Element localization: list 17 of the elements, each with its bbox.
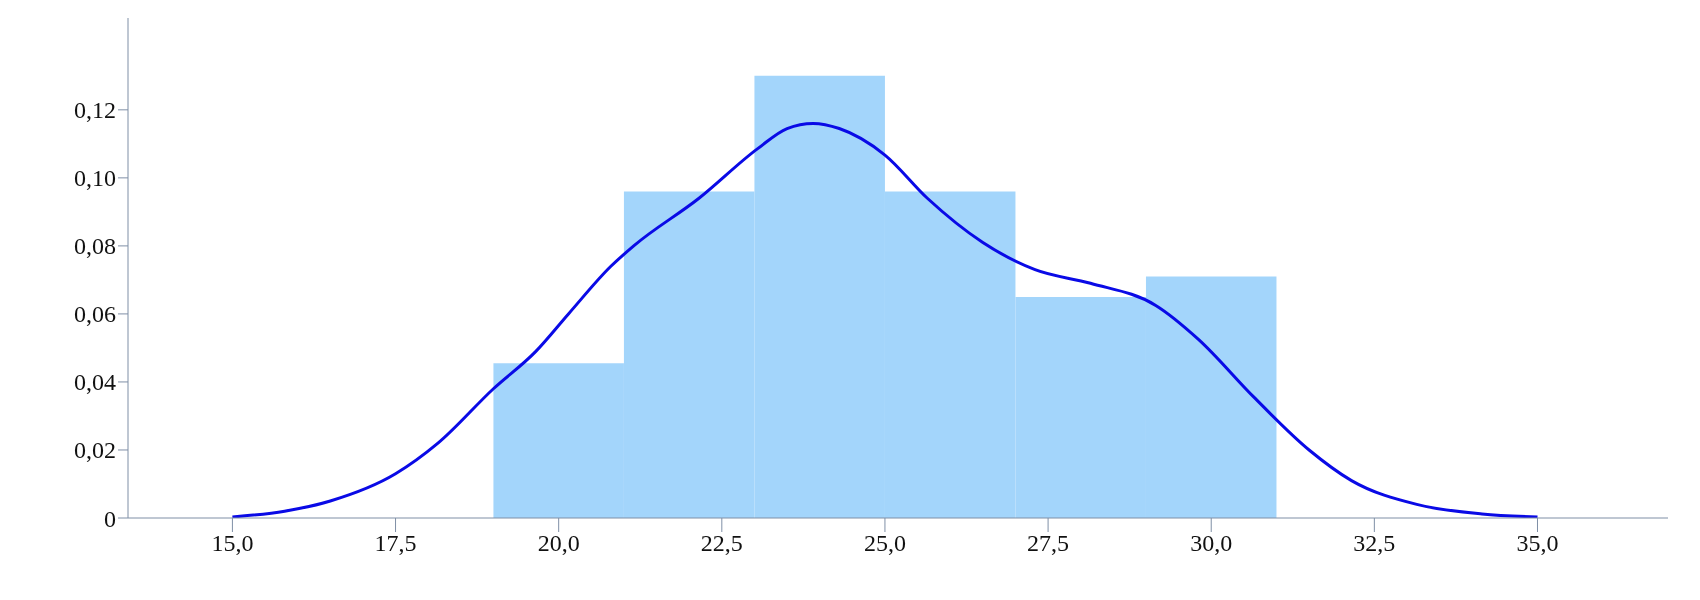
line-series [230,121,1539,518]
x-tick-label: 32,5 [1353,530,1396,557]
y-tick-label: 0,12 [74,97,116,124]
y-tick-label: 0,02 [74,437,116,464]
y-tick-label: 0 [104,505,116,532]
y-tick-label: 0,04 [74,369,116,396]
x-tick-label: 27,5 [1027,530,1070,557]
y-tick-label: 0,06 [74,301,116,328]
y-tick-label: 0,10 [74,165,116,192]
x-tick-label: 35,0 [1516,530,1559,557]
x-tick-label: 25,0 [863,530,906,557]
x-tick-label: 20,0 [537,530,580,557]
x-tick-label: 15,0 [211,530,254,557]
x-tick-label: 30,0 [1190,530,1233,557]
y-tick-label: 0,08 [74,233,116,260]
x-tick-label: 17,5 [374,530,417,557]
x-tick-label: 22,5 [700,530,743,557]
